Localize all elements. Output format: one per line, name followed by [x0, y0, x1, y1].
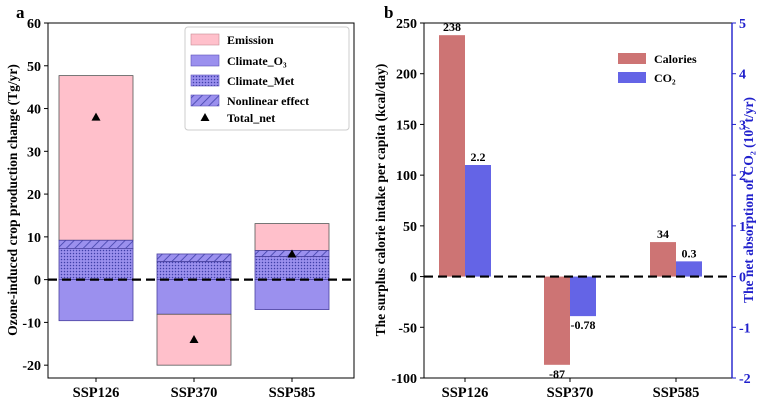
bar-co2-ssp126 — [465, 165, 491, 277]
y-tick-label: 50 — [27, 60, 41, 75]
bar-segment-climate-met-ssp585 — [254, 256, 330, 281]
bar-calories-ssp370 — [544, 276, 570, 365]
y2-tick-label: 4 — [739, 68, 746, 83]
bar-segment-climate-o3-ssp370 — [156, 279, 232, 315]
y2-tick-label: 3 — [739, 118, 746, 133]
panel-a-total-markers — [91, 112, 297, 344]
panel-a: -20 -10 0 10 20 30 40 50 60 SSP126 SSP370 SSP585 a… — [5, 3, 355, 401]
y-tick-label: -20 — [22, 359, 41, 374]
bar-segment-climate-met-ssp370 — [156, 261, 232, 281]
panel-a-legend: Emission Climate_O₃ Climate_Met Nonlinea… — [184, 26, 350, 131]
y-tick-label: 0 — [410, 271, 417, 286]
y2-tick-label: 1 — [739, 220, 746, 235]
x-tick-label: SSP126 — [442, 385, 489, 401]
x-tick-label: SSP370 — [547, 385, 594, 401]
panel-a-plot-area — [47, 22, 355, 379]
bar-segment-emission-ssp126 — [58, 75, 134, 241]
panel-b-legend: Calories CO₂ — [618, 52, 697, 85]
bar-segment-climate-met-ssp126 — [58, 248, 134, 281]
panel-b-y-axis: -100 -50 0 50 100 150 200 250 — [391, 17, 424, 387]
total-net-marker-ssp585 — [287, 249, 297, 258]
legend-label-total-net: Total_net — [227, 111, 275, 125]
panel-a-x-axis: SSP126 SSP370 SSP585 — [73, 378, 316, 401]
y2-tick-label: -2 — [739, 372, 751, 387]
y-tick-label: 60 — [27, 17, 41, 32]
y2-tick-label: 0 — [739, 271, 746, 286]
total-net-marker-ssp370 — [189, 335, 199, 344]
y-tick-label: 250 — [396, 17, 417, 32]
bar-co2-ssp370 — [570, 276, 596, 317]
bar-segment-nonlinear-ssp126 — [58, 239, 134, 249]
panel-b-y-axis-label: The surplus calorie intake per capita (k… — [373, 64, 388, 337]
data-label-calories: -87 — [549, 367, 565, 381]
y-tick-label: 30 — [27, 145, 41, 160]
y-tick-label: 50 — [403, 220, 417, 235]
total-net-marker-ssp126 — [91, 112, 101, 121]
bar-co2-ssp585 — [676, 261, 702, 277]
y-tick-label: 0 — [34, 274, 41, 289]
legend-label-nonlinear: Nonlinear effect — [227, 94, 309, 108]
bar-calories-ssp585 — [650, 242, 676, 277]
panel-a-label: a — [16, 3, 25, 22]
legend-swatch-climate-met — [190, 74, 220, 87]
x-tick-label: SSP585 — [653, 385, 700, 401]
data-label-co2: 0.3 — [682, 246, 697, 260]
legend-label-climate-o3: Climate_O₃ — [227, 54, 287, 68]
y-tick-label: 20 — [27, 188, 41, 203]
data-label-calories: 34 — [657, 227, 669, 241]
panel-b-y2-axis-label: The net absorption of CO₂ (10⁷ t/yr) — [741, 97, 756, 303]
y-tick-label: -100 — [391, 372, 417, 387]
legend-marker-total-net — [200, 113, 210, 121]
panel-b-y2-axis: -2 -1 0 1 2 3 4 5 — [732, 17, 751, 387]
x-tick-label: SSP370 — [171, 385, 218, 401]
y-tick-label: 100 — [396, 169, 417, 184]
data-label-calories: 238 — [443, 20, 461, 34]
bar-segment-climate-o3-ssp585 — [254, 279, 330, 310]
bar-calories-ssp126 — [439, 35, 465, 277]
legend-swatch-calories — [618, 53, 646, 64]
bar-segment-nonlinear-ssp370 — [156, 253, 232, 263]
legend-label-emission: Emission — [227, 33, 274, 47]
y-tick-label: 10 — [27, 231, 41, 246]
bar-segment-emission-ssp585 — [254, 223, 330, 251]
panel-b-x-axis: SSP126 SSP370 SSP585 — [442, 378, 700, 401]
legend-label-co2: CO₂ — [654, 71, 676, 85]
bar-segment-climate-o3-ssp126 — [58, 279, 134, 322]
y-tick-label: -10 — [22, 316, 41, 331]
data-label-co2: -0.78 — [571, 318, 596, 332]
legend-label-calories: Calories — [654, 52, 697, 66]
y-tick-label: 150 — [396, 118, 417, 133]
panel-b-bars — [439, 35, 702, 365]
legend-swatch-nonlinear — [190, 94, 220, 107]
panel-b-label: b — [384, 3, 393, 22]
panel-a-legend-frame — [184, 26, 350, 131]
panel-a-bars — [58, 75, 330, 366]
x-tick-label: SSP585 — [269, 385, 316, 401]
panel-a-y-axis-label: Ozone-induced crop production change (Tg… — [5, 64, 20, 336]
y-tick-label: 200 — [396, 68, 417, 83]
legend-swatch-co2 — [618, 72, 646, 83]
x-tick-label: SSP126 — [73, 385, 120, 401]
legend-label-climate-met: Climate_Met — [227, 74, 294, 88]
y-tick-label: -50 — [398, 321, 417, 336]
y-tick-label: 40 — [27, 103, 41, 118]
y2-tick-label: -1 — [739, 321, 751, 336]
y2-tick-label: 5 — [739, 17, 746, 32]
legend-swatch-emission — [190, 33, 220, 46]
panel-a-y-axis: -20 -10 0 10 20 30 40 50 60 — [22, 17, 48, 374]
legend-swatch-climate-o3 — [190, 54, 220, 67]
data-label-co2: 2.2 — [471, 150, 486, 164]
panel-b-data-labels: 238 -87 34 2.2 -0.78 0.3 — [443, 20, 697, 381]
y2-tick-label: 2 — [739, 169, 746, 184]
